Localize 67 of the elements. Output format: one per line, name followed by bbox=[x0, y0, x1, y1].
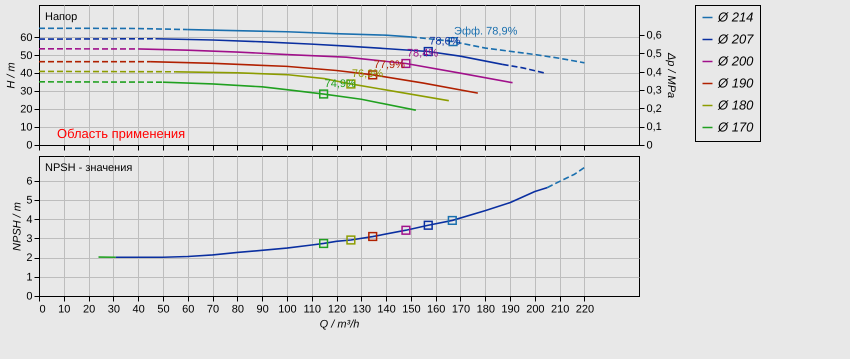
y2-tick-label: 0 bbox=[646, 140, 653, 152]
point bbox=[319, 238, 328, 248]
y-tick-label: 60 bbox=[20, 32, 32, 44]
y-tick-label: 1 bbox=[26, 271, 32, 284]
text: NPSH - значения bbox=[45, 162, 132, 174]
x-tick-label: 150 bbox=[402, 304, 421, 316]
y2-tick-label: 0,5 bbox=[646, 48, 662, 60]
y2-tick-label: 0,1 bbox=[646, 121, 662, 134]
point bbox=[424, 220, 433, 230]
y2-tick-label: 0,3 bbox=[646, 84, 662, 97]
x-tick-label: 100 bbox=[278, 304, 297, 316]
y-tick-label: 2 bbox=[26, 252, 32, 264]
y-tick-label: 50 bbox=[20, 50, 32, 62]
point bbox=[346, 235, 356, 245]
y-tick-label: 40 bbox=[20, 68, 32, 80]
x-tick-label: 210 bbox=[550, 304, 570, 316]
x-tick-label: 20 bbox=[82, 304, 96, 316]
x-tick-label: 220 bbox=[576, 304, 594, 316]
y2-axis-title: Δp / MPa bbox=[664, 52, 677, 98]
x-tick-label: 10 bbox=[58, 304, 70, 316]
x-tick-label: 140 bbox=[377, 304, 396, 316]
y-tick-label: 30 bbox=[20, 86, 32, 98]
y2-tick-label: 0,2 bbox=[646, 102, 662, 115]
y-tick-label: 4 bbox=[26, 214, 32, 226]
x-tick-label: 160 bbox=[427, 304, 446, 316]
x-tick-label: 170 bbox=[452, 304, 470, 316]
x-tick-label: 130 bbox=[352, 304, 371, 316]
y-tick-label: 5 bbox=[26, 194, 32, 207]
line-series bbox=[546, 166, 586, 188]
y2-tick-label: 0,4 bbox=[646, 66, 662, 78]
line-series bbox=[115, 186, 548, 258]
legend-label: Ø 200 bbox=[717, 54, 754, 68]
x-tick-label: 110 bbox=[303, 304, 321, 316]
point bbox=[368, 232, 378, 242]
legend-label: Ø 207 bbox=[717, 32, 754, 46]
x-tick-label: 70 bbox=[206, 304, 220, 316]
point bbox=[401, 226, 411, 235]
y2-tick-label: 0,6 bbox=[646, 30, 662, 42]
annotation: Эфф. 78,9% bbox=[454, 26, 518, 38]
legend-label: Ø 180 bbox=[717, 98, 754, 112]
x-tick-label: 120 bbox=[328, 304, 346, 316]
point bbox=[448, 216, 457, 226]
y-axis-title: H / m bbox=[5, 62, 18, 89]
x-tick-label: 180 bbox=[476, 304, 495, 316]
x-tick-label: 30 bbox=[108, 304, 120, 316]
x-tick-label: 200 bbox=[526, 304, 545, 316]
x-tick-label: 80 bbox=[232, 304, 244, 316]
x-axis-title: Q / m³/h bbox=[320, 318, 360, 330]
y-tick-label: 20 bbox=[20, 104, 32, 116]
legend-label: Ø 190 bbox=[717, 76, 754, 90]
annotation: Область применения bbox=[57, 126, 186, 141]
legend-label: Ø 170 bbox=[717, 120, 754, 134]
x-tick-label: 40 bbox=[132, 304, 145, 316]
y-tick-label: 10 bbox=[20, 122, 32, 134]
legend-label: Ø 214 bbox=[717, 10, 754, 24]
y-tick-label: 0 bbox=[26, 140, 32, 152]
x-tick-label: 190 bbox=[501, 304, 520, 316]
y-axis-title: NPSH / m bbox=[11, 202, 24, 251]
y-tick-label: 3 bbox=[26, 232, 32, 245]
y-tick-label: 6 bbox=[26, 175, 32, 188]
x-tick-label: 90 bbox=[256, 304, 269, 316]
point bbox=[319, 89, 328, 99]
x-tick-label: 0 bbox=[40, 304, 46, 316]
text: Напор bbox=[45, 11, 78, 23]
x-tick-label: 50 bbox=[157, 304, 170, 316]
y-tick-label: 0 bbox=[26, 290, 32, 302]
x-tick-label: 60 bbox=[182, 304, 194, 316]
